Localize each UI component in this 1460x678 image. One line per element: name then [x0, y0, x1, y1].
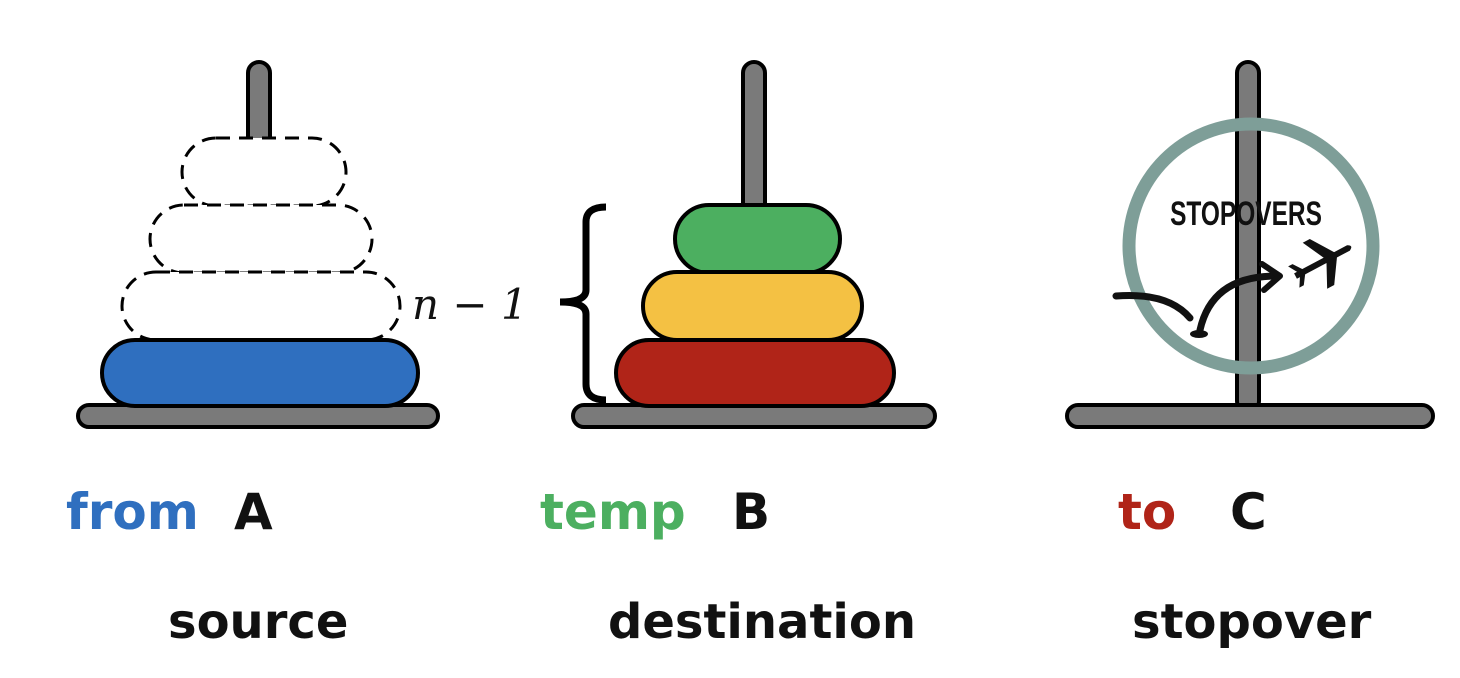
- peg-a-base: [76, 403, 440, 429]
- stopovers-logo: STOPOVERS: [1112, 117, 1380, 375]
- flight-path: [1112, 272, 1280, 334]
- peg-b-keyword: temp: [540, 483, 686, 541]
- flight-dot: [1190, 330, 1208, 338]
- airplane-icon: [1288, 239, 1352, 289]
- peg-c-base: [1065, 403, 1435, 429]
- peg-a-role: source: [168, 594, 349, 650]
- peg-a-letter: A: [234, 483, 273, 541]
- curly-brace: [559, 203, 607, 404]
- stopovers-logo-text: STOPOVERS: [1170, 195, 1322, 233]
- peg-c-rod: [1235, 60, 1261, 414]
- peg-c: STOPOVERS: [1065, 60, 1435, 429]
- disk-yellow: [641, 270, 864, 342]
- disk-green: [673, 203, 842, 275]
- ghost-disk-small: [180, 136, 348, 208]
- stopover-ring: [1122, 117, 1380, 375]
- peg-c-role: stopover: [1132, 594, 1372, 650]
- brace: [559, 203, 607, 404]
- peg-c-keyword: to: [1118, 483, 1177, 541]
- disk-blue: [100, 338, 420, 408]
- peg-b-role: destination: [608, 594, 916, 650]
- peg-b-base: [571, 403, 937, 429]
- peg-b-letter: B: [732, 483, 771, 541]
- peg-b: [571, 60, 937, 429]
- ghost-disk-large: [120, 270, 402, 342]
- n-minus-1-label: n − 1: [412, 280, 528, 329]
- ghost-disk-medium: [148, 203, 374, 275]
- peg-a: [76, 60, 440, 429]
- peg-c-letter: C: [1230, 483, 1267, 541]
- peg-a-keyword: from: [66, 483, 199, 541]
- disk-red: [614, 338, 896, 408]
- flight-arrowhead: [1259, 261, 1283, 293]
